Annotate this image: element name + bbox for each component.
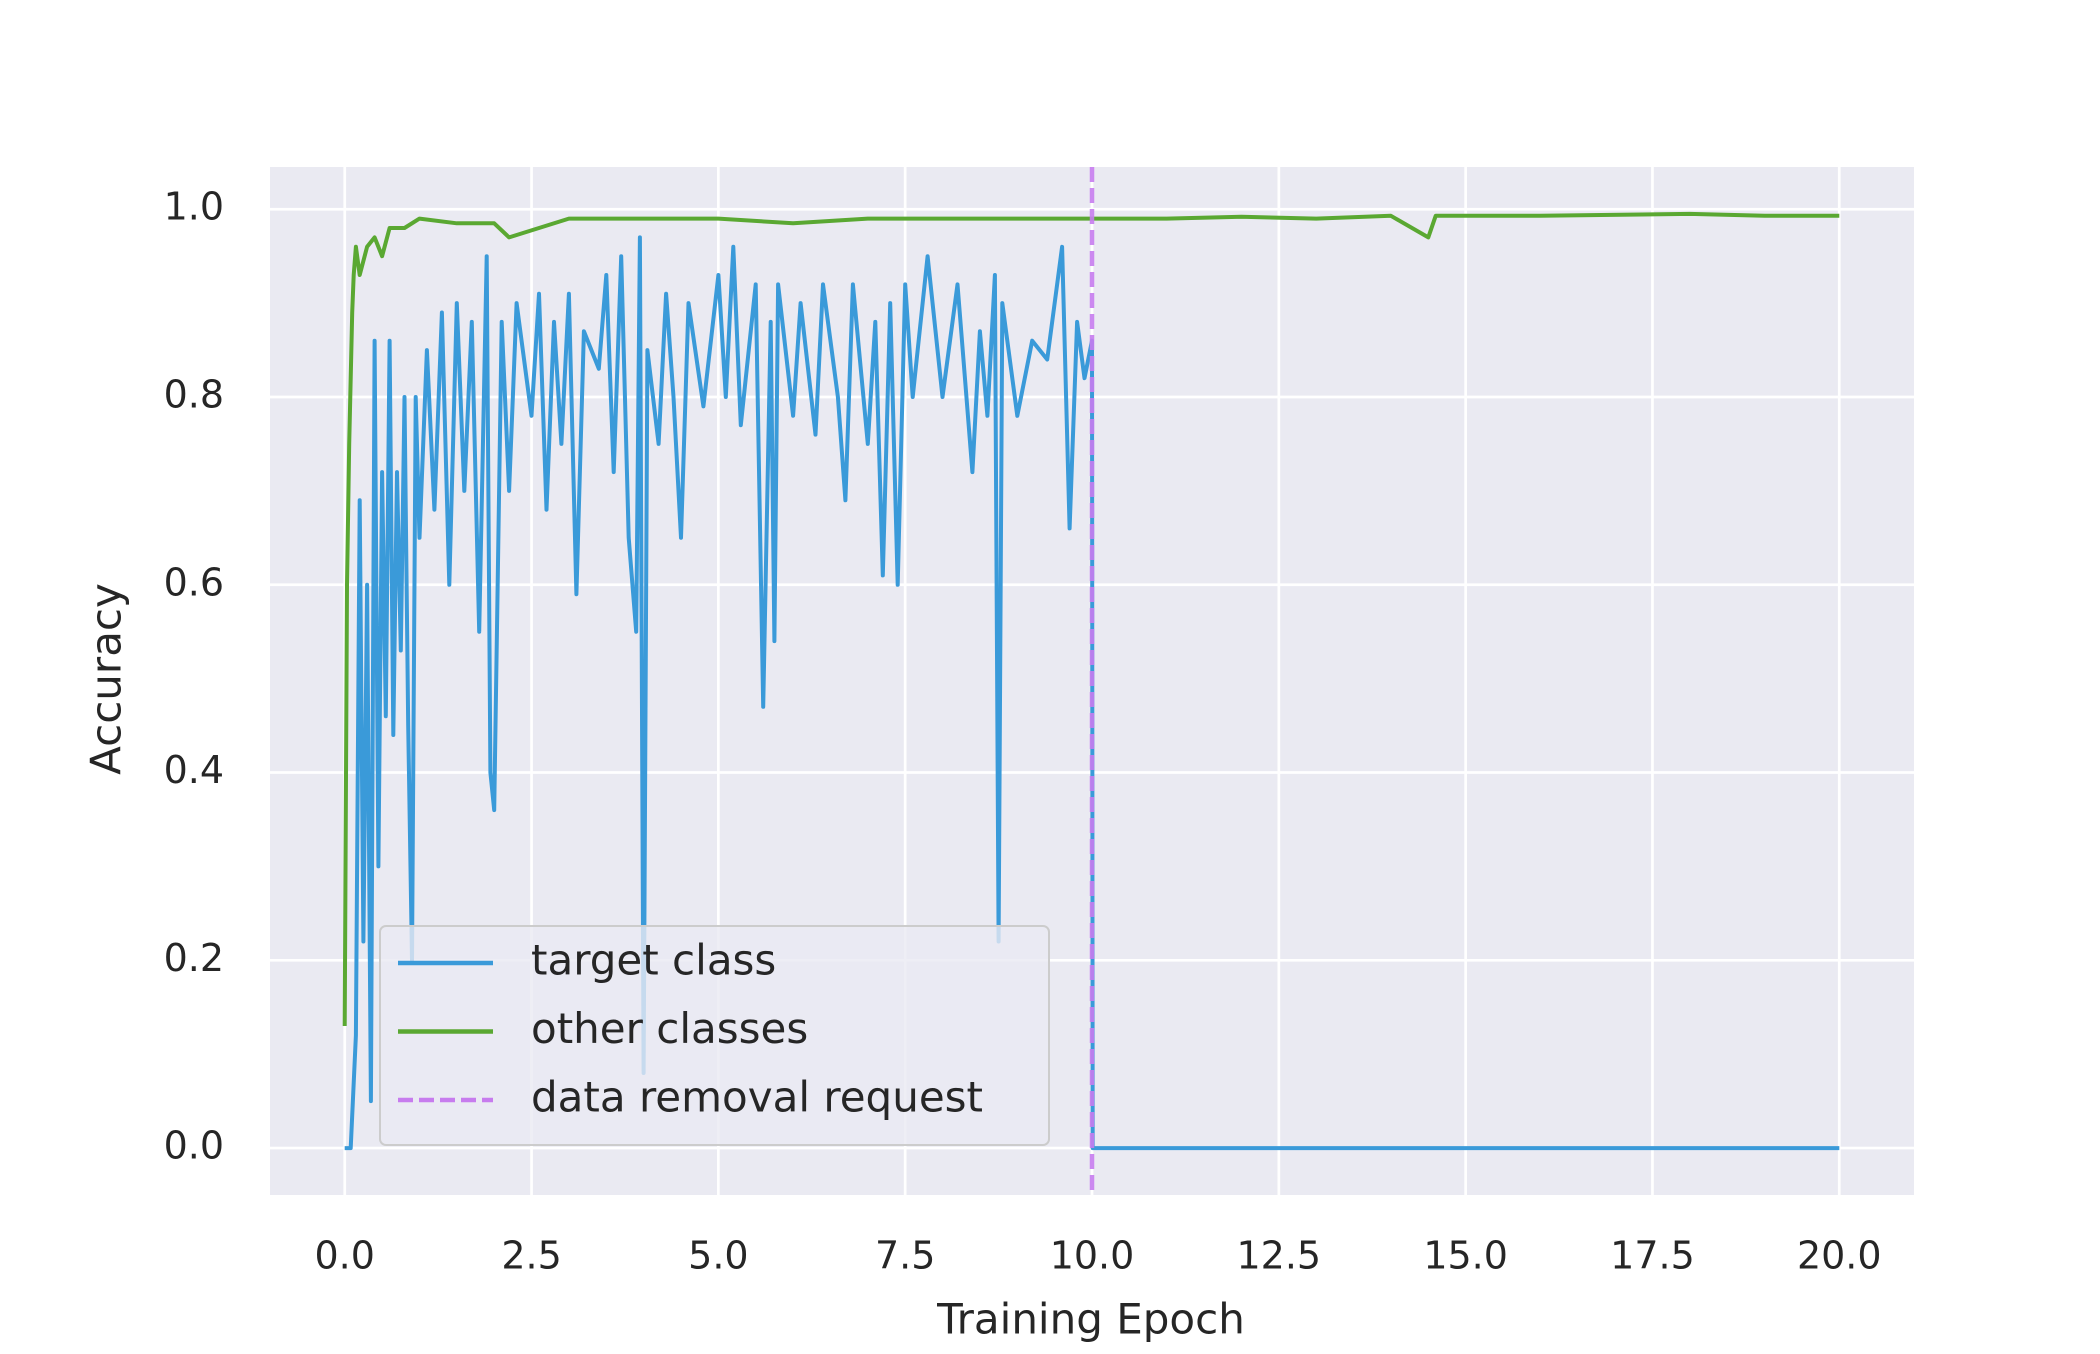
x-tick-label: 15.0 xyxy=(1423,1234,1508,1278)
x-tick-label: 12.5 xyxy=(1237,1234,1322,1278)
legend-label: data removal request xyxy=(531,1073,983,1122)
legend-label: other classes xyxy=(531,1004,808,1053)
x-tick-label: 20.0 xyxy=(1797,1234,1882,1278)
y-axis-label: Accuracy xyxy=(82,583,131,775)
y-tick-label: 0.2 xyxy=(164,936,224,980)
legend-box xyxy=(379,925,1050,1146)
x-tick-label: 10.0 xyxy=(1050,1234,1135,1278)
x-tick-label: 17.5 xyxy=(1610,1234,1695,1278)
x-axis-label: Training Epoch xyxy=(936,1295,1245,1344)
y-tick-label: 1.0 xyxy=(164,185,224,229)
x-tick-label: 2.5 xyxy=(501,1234,561,1278)
series-line xyxy=(342,211,1840,1027)
x-tick-label: 7.5 xyxy=(875,1234,935,1278)
x-tick-label: 5.0 xyxy=(688,1234,748,1278)
x-tick-label: 0.0 xyxy=(315,1234,375,1278)
y-tick-label: 0.8 xyxy=(164,373,224,417)
legend-label: target class xyxy=(531,936,776,985)
y-tick-label: 0.0 xyxy=(164,1124,224,1168)
y-tick-label: 0.4 xyxy=(164,748,224,792)
y-tick-label: 0.6 xyxy=(164,560,224,604)
